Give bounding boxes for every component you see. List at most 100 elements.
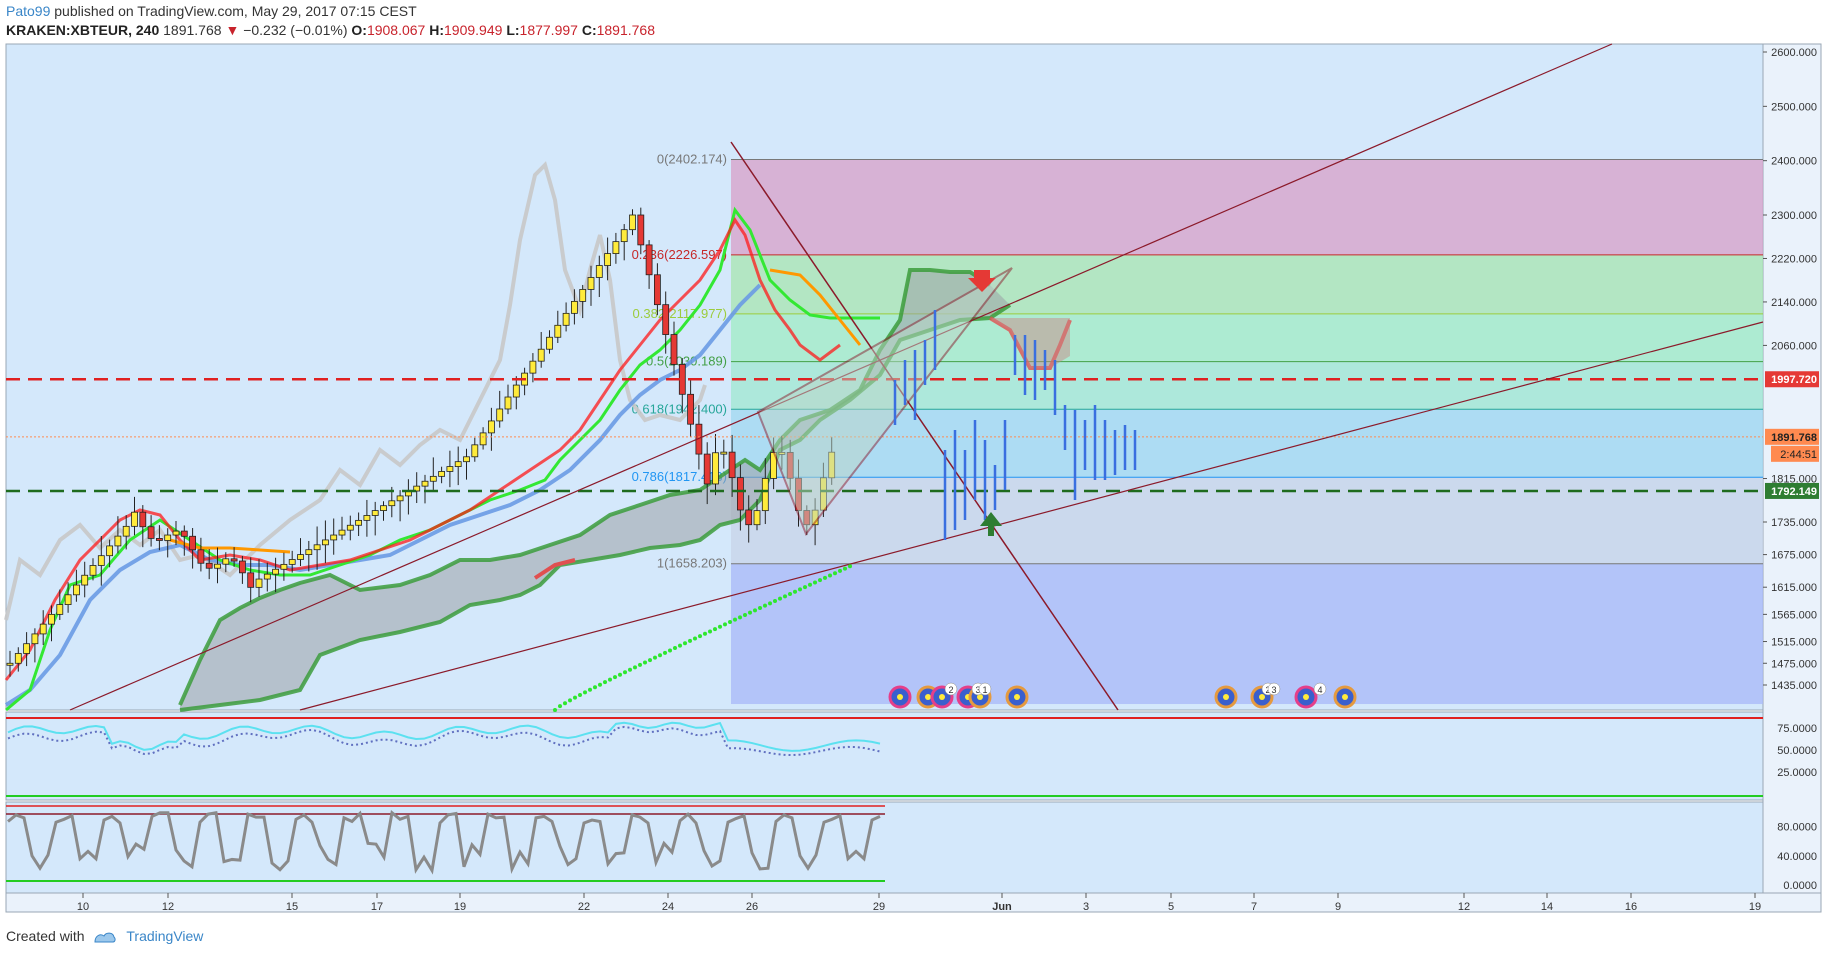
symbol-line: KRAKEN:XBTEUR, 240 1891.768 ▼ −0.232 (−0… — [6, 21, 1816, 40]
candle-body — [222, 558, 230, 565]
dotted-ma-point — [643, 660, 647, 665]
candle-body — [189, 535, 197, 551]
event-badge — [1313, 682, 1327, 696]
rsi-tick-label: 25.0000 — [1777, 767, 1817, 779]
dotted-ma-point — [603, 680, 607, 685]
cloud-red-fill — [990, 318, 1070, 368]
candle-body — [645, 244, 653, 276]
event-marker-dot — [977, 694, 983, 700]
dotted-ma-point — [713, 627, 717, 632]
dotted-ma-point — [793, 589, 797, 594]
symbol-label[interactable]: KRAKEN:XBTEUR, 240 — [6, 22, 160, 38]
price-tick-label: 2220.000 — [1771, 253, 1817, 265]
event-badge-label: 4 — [1317, 685, 1322, 695]
rsi-tick-label: 75.0000 — [1777, 723, 1817, 735]
event-marker-dot — [1014, 694, 1020, 700]
candle-body — [471, 444, 479, 458]
dotted-ma-point — [708, 629, 712, 634]
price-tick-label: 1815.000 — [1771, 474, 1817, 486]
price-tick-label: 1615.000 — [1771, 582, 1817, 594]
time-tick-label: 26 — [746, 901, 758, 913]
fib-band — [731, 254, 1763, 314]
tenkan-line — [4, 217, 841, 681]
senkou-red-segment — [988, 316, 1072, 370]
candle-body — [48, 613, 55, 625]
candle-body — [23, 643, 31, 654]
candle-body — [321, 539, 329, 546]
candle-body — [6, 662, 14, 666]
candle-body — [479, 432, 487, 446]
dotted-ma-point — [688, 638, 692, 643]
dotted-ma-point — [748, 610, 752, 615]
candle-body — [753, 510, 761, 526]
countdown-label: 2:44:51 — [1780, 449, 1817, 461]
dotted-ma-point — [703, 631, 707, 636]
chart-header: Pato99 published on TradingView.com, May… — [6, 2, 1816, 42]
price-tick-label: 1565.000 — [1771, 609, 1817, 621]
trend-lines — [69, 43, 1764, 711]
candle-body — [712, 452, 719, 485]
time-tick-label: 14 — [1541, 901, 1553, 913]
dotted-ma-point — [568, 698, 572, 703]
level-price-tag — [1765, 371, 1819, 388]
candle-body — [529, 360, 537, 374]
price-tick-label: 2060.000 — [1771, 340, 1817, 352]
candle-body — [346, 524, 354, 531]
time-tick-label: 29 — [873, 901, 885, 913]
dotted-ma-point — [763, 603, 767, 608]
time-tick-label: 17 — [371, 901, 383, 913]
dotted-ma-point — [773, 598, 777, 603]
candle-body — [122, 525, 130, 537]
fib-level-label: 0.382(2117.977) — [633, 306, 727, 321]
candle-body — [487, 420, 495, 434]
candle-body — [446, 466, 454, 472]
time-tick-label: 3 — [1083, 901, 1089, 913]
dotted-ma-point — [848, 564, 852, 569]
dotted-ma-point — [553, 708, 557, 712]
candle-body — [454, 461, 462, 467]
dotted-ma-point — [803, 585, 807, 590]
dotted-ma-point — [788, 592, 792, 597]
fib-band — [731, 159, 1763, 255]
candle-body — [512, 384, 520, 398]
dotted-ma-point — [733, 617, 737, 622]
candle-body — [388, 500, 396, 507]
dotted-ma-point — [693, 636, 697, 641]
dotted-ma-point — [593, 685, 597, 690]
price-tick-label: 1515.000 — [1771, 637, 1817, 649]
candle-body — [139, 511, 147, 528]
dotted-ma-point — [743, 612, 747, 617]
event-badge — [1267, 682, 1281, 696]
event-marker-dot — [1342, 694, 1348, 700]
candle-body — [413, 485, 421, 492]
time-tick-label: 22 — [578, 901, 590, 913]
candle-body — [56, 604, 64, 615]
dotted-ma-point — [778, 596, 782, 601]
rsi-pane[interactable] — [5, 711, 1764, 801]
dotted-ma-point — [838, 568, 842, 573]
fib-level-label: 0.618(1942.400) — [632, 401, 727, 416]
close-value: 1891.768 — [596, 22, 656, 38]
dotted-ma-point — [823, 575, 827, 580]
price-axis[interactable] — [1762, 43, 1822, 894]
dotted-ma-point — [613, 675, 617, 680]
candle-body — [280, 563, 288, 570]
event-badge-label: 3 — [1271, 685, 1276, 695]
candle-body — [429, 475, 437, 482]
candle-body — [537, 348, 545, 362]
dotted-ma-point — [768, 601, 772, 606]
candle-body — [396, 495, 404, 502]
author-link[interactable]: Pato99 — [6, 3, 51, 19]
down-arrow-icon: ▼ — [225, 22, 240, 38]
candle-body — [579, 289, 587, 302]
trend-line — [299, 321, 1764, 711]
tradingview-brand-link[interactable]: TradingView — [126, 928, 204, 944]
candle-body — [595, 265, 603, 278]
down-arrow-icon — [968, 270, 996, 292]
high-label: H: — [429, 22, 445, 38]
tradingview-logo-icon[interactable] — [94, 930, 117, 944]
stochastic-line — [7, 809, 881, 875]
candle-body — [629, 214, 636, 231]
candle-body — [463, 456, 470, 463]
